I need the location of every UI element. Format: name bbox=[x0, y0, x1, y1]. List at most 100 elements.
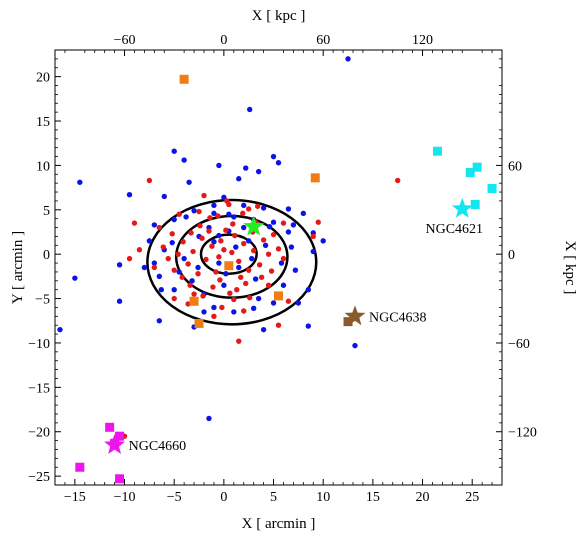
data-point bbox=[278, 260, 285, 266]
data-point bbox=[320, 238, 326, 244]
data-point bbox=[211, 313, 217, 320]
data-point bbox=[171, 148, 177, 154]
data-point bbox=[310, 233, 316, 240]
data-point bbox=[275, 160, 282, 166]
group-square-marker bbox=[179, 74, 189, 84]
data-point bbox=[215, 213, 221, 219]
data-point bbox=[285, 298, 292, 304]
data-point bbox=[169, 231, 175, 237]
points-layer bbox=[57, 56, 497, 484]
galaxy-label: NGC4660 bbox=[129, 439, 187, 454]
data-point bbox=[292, 267, 299, 273]
data-point bbox=[246, 294, 253, 301]
data-point bbox=[171, 216, 177, 223]
group-square-marker bbox=[310, 173, 320, 183]
group-square-marker bbox=[224, 261, 234, 271]
data-point bbox=[156, 224, 162, 231]
annotation-layer: NGC4621 NGC4638 NGC4660 bbox=[129, 222, 483, 454]
density-contour bbox=[199, 233, 258, 275]
data-point bbox=[231, 296, 237, 303]
data-point bbox=[116, 298, 123, 304]
right-axis-title: X [ kpc ] bbox=[562, 241, 578, 295]
data-point bbox=[260, 326, 267, 333]
data-point bbox=[275, 322, 282, 328]
galaxy-star-marker bbox=[344, 305, 366, 326]
data-point bbox=[226, 211, 232, 217]
data-point bbox=[280, 282, 287, 288]
data-point bbox=[236, 258, 242, 264]
data-point bbox=[219, 304, 225, 311]
data-point bbox=[285, 229, 292, 235]
data-point bbox=[231, 309, 237, 315]
data-point bbox=[352, 342, 358, 349]
data-point bbox=[240, 210, 246, 217]
data-point bbox=[185, 301, 191, 307]
data-point bbox=[231, 214, 237, 220]
data-point bbox=[233, 244, 239, 250]
data-point bbox=[181, 255, 187, 262]
data-point bbox=[255, 168, 262, 175]
data-point bbox=[246, 206, 252, 212]
data-point bbox=[200, 293, 206, 299]
x-tick-label: 15 bbox=[366, 490, 380, 505]
galaxy-star-marker bbox=[243, 215, 265, 236]
data-point bbox=[201, 192, 207, 199]
data-point bbox=[186, 179, 192, 185]
data-point bbox=[275, 246, 282, 252]
data-point bbox=[224, 198, 230, 204]
data-point bbox=[126, 255, 133, 262]
x-tick-label: 25 bbox=[465, 490, 479, 505]
data-point bbox=[180, 239, 186, 245]
data-point bbox=[191, 291, 197, 297]
y-axis-title: Y [ arcmin ] bbox=[10, 231, 26, 304]
data-point bbox=[210, 284, 216, 290]
data-point bbox=[241, 240, 247, 247]
data-point bbox=[252, 276, 259, 282]
data-point bbox=[161, 193, 167, 200]
group-square-marker bbox=[115, 474, 125, 484]
top-tick-label: 120 bbox=[412, 33, 433, 48]
group-square-marker bbox=[343, 317, 353, 327]
data-point bbox=[216, 260, 222, 266]
data-point bbox=[217, 277, 223, 283]
data-point bbox=[181, 157, 187, 163]
data-point bbox=[345, 56, 351, 62]
y-tick-label: 5 bbox=[43, 204, 50, 219]
density-contour bbox=[146, 198, 318, 326]
data-point bbox=[262, 242, 269, 249]
x-tick-label: −5 bbox=[167, 490, 182, 505]
data-point bbox=[146, 238, 153, 244]
data-point bbox=[136, 247, 143, 253]
data-point bbox=[126, 192, 133, 198]
data-point bbox=[295, 300, 302, 306]
group-square-marker bbox=[105, 422, 115, 432]
data-point bbox=[270, 219, 277, 225]
y-tick-label: −20 bbox=[28, 426, 50, 441]
data-point bbox=[250, 247, 257, 254]
data-point bbox=[248, 255, 255, 262]
right-tick-label: −120 bbox=[508, 426, 537, 441]
group-square-marker bbox=[189, 296, 199, 306]
data-point bbox=[183, 214, 189, 220]
data-point bbox=[196, 208, 202, 215]
y-tick-label: −10 bbox=[28, 337, 50, 352]
y-tick-label: −25 bbox=[28, 470, 50, 485]
group-square-marker bbox=[75, 462, 85, 472]
data-point bbox=[246, 267, 252, 273]
data-point bbox=[280, 220, 287, 226]
group-square-marker bbox=[470, 199, 480, 209]
data-point bbox=[151, 260, 158, 266]
x-tick-label: −10 bbox=[114, 490, 136, 505]
data-point bbox=[260, 205, 267, 211]
data-point bbox=[189, 278, 195, 284]
data-point bbox=[151, 222, 158, 228]
data-point bbox=[218, 238, 224, 244]
group-square-marker bbox=[115, 431, 125, 441]
data-point bbox=[211, 239, 217, 245]
data-point bbox=[199, 235, 205, 241]
data-point bbox=[77, 179, 83, 185]
right-tick-label: 0 bbox=[508, 248, 515, 263]
data-point bbox=[131, 220, 138, 226]
